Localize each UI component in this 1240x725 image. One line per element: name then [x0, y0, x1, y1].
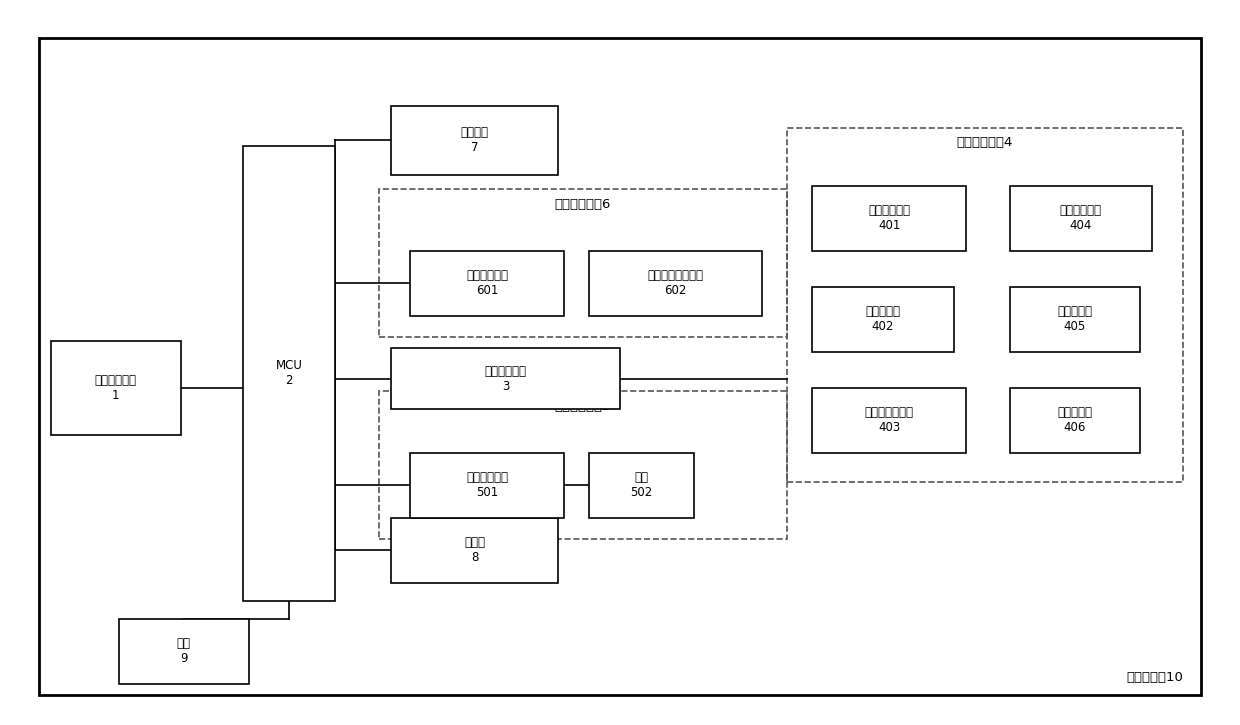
Text: 音频传感器
405: 音频传感器 405: [1058, 305, 1092, 334]
Bar: [409, 453, 564, 518]
Text: 振动传感器
406: 振动传感器 406: [1058, 406, 1092, 434]
Bar: [409, 251, 564, 315]
Bar: [589, 453, 694, 518]
Text: 主站监控中心
1: 主站监控中心 1: [94, 374, 136, 402]
Text: 红外成像摄像头
403: 红外成像摄像头 403: [864, 406, 914, 434]
Text: 机器人框架10: 机器人框架10: [1126, 671, 1183, 684]
Bar: [1009, 286, 1140, 352]
Text: 局放检测单元
401: 局放检测单元 401: [868, 204, 910, 232]
Bar: [1009, 388, 1140, 453]
Text: 避障模块
7: 避障模块 7: [460, 126, 489, 154]
Bar: [391, 348, 620, 410]
Text: 电源
9: 电源 9: [177, 637, 191, 666]
Text: 存储器
8: 存储器 8: [464, 536, 485, 564]
Text: 建图定位单元
601: 建图定位单元 601: [466, 269, 508, 297]
Bar: [243, 146, 336, 601]
Text: MCU
2: MCU 2: [275, 360, 303, 387]
Bar: [812, 286, 954, 352]
Bar: [1009, 186, 1152, 251]
Text: 电机驱动电路
501: 电机驱动电路 501: [466, 471, 508, 500]
Bar: [589, 251, 763, 315]
Text: 高清摄像头
402: 高清摄像头 402: [866, 305, 900, 334]
Bar: [51, 341, 181, 435]
Bar: [391, 518, 558, 583]
Bar: [119, 619, 249, 684]
Text: 导航定位模块6: 导航定位模块6: [554, 198, 611, 211]
Bar: [812, 186, 966, 251]
Text: 温湿度传感器
404: 温湿度传感器 404: [1060, 204, 1102, 232]
Text: 电机
502: 电机 502: [630, 471, 652, 500]
Text: 信号采集模块4: 信号采集模块4: [957, 136, 1013, 149]
Text: 数据转换模块
3: 数据转换模块 3: [485, 365, 527, 393]
Bar: [812, 388, 966, 453]
Bar: [378, 189, 787, 337]
Bar: [787, 128, 1183, 481]
Bar: [391, 106, 558, 175]
Text: 运动执行模块5: 运动执行模块5: [554, 400, 611, 413]
Text: 设备信息读取单元
602: 设备信息读取单元 602: [647, 269, 703, 297]
Bar: [378, 392, 787, 539]
